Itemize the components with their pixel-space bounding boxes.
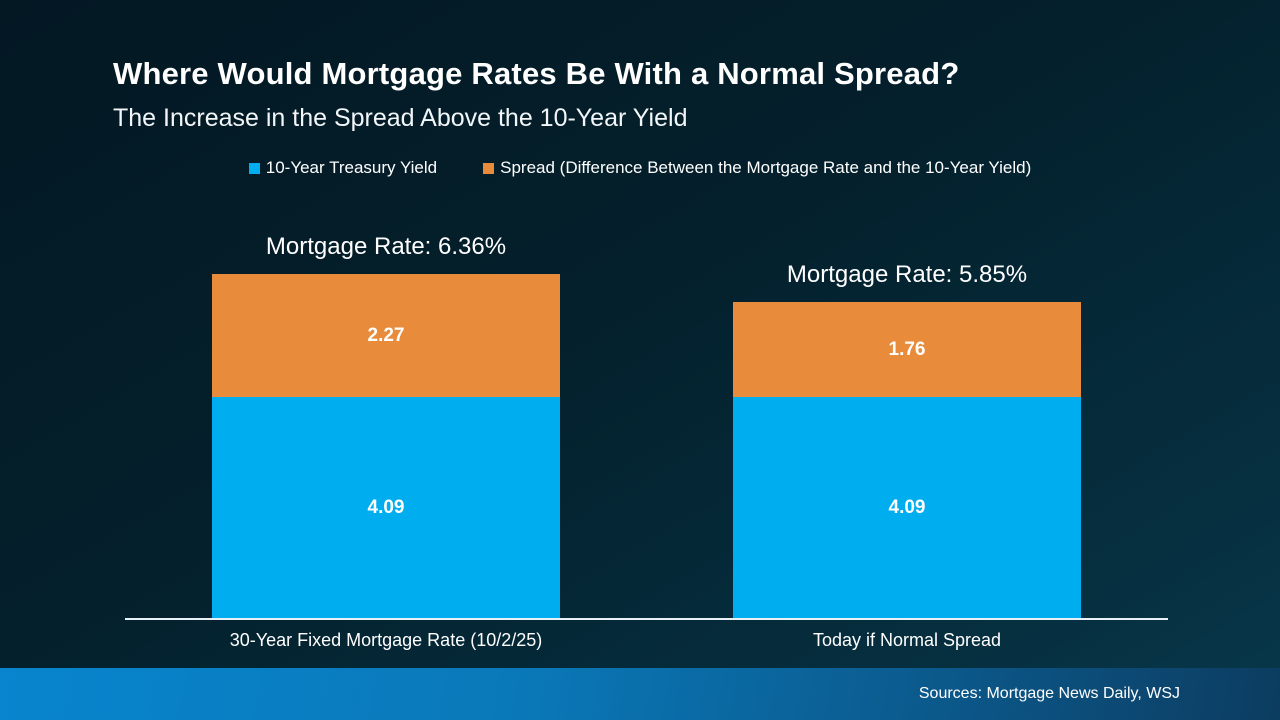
treasury-swatch-icon [248, 162, 260, 174]
bar-segment-treasury-current: 4.09 [212, 397, 560, 618]
mortgage-rate-label-normal: Mortgage Rate: 5.85% [786, 261, 1028, 288]
x-axis-line [125, 618, 1168, 620]
segment-value-treasury-normal: 4.09 [888, 496, 926, 518]
legend: 10-Year Treasury Yield Spread (Differenc… [0, 158, 1280, 178]
bar-group-current-rate: Mortgage Rate: 6.36% 2.27 4.09 [212, 233, 560, 618]
bar-group-normal-spread: Mortgage Rate: 5.85% 1.76 4.09 [733, 261, 1081, 618]
category-label-normal: Today if Normal Spread [812, 630, 1002, 650]
bar-segment-treasury-normal: 4.09 [733, 397, 1081, 618]
chart-subtitle: The Increase in the Spread Above the 10-… [113, 104, 688, 132]
footer-bar: Sources: Mortgage News Daily, WSJ [0, 668, 1280, 720]
legend-item-treasury: 10-Year Treasury Yield [248, 158, 438, 178]
chart-title: Where Would Mortgage Rates Be With a Nor… [113, 56, 960, 91]
legend-label-spread: Spread (Difference Between the Mortgage … [500, 158, 1032, 177]
segment-value-spread-current: 2.27 [367, 324, 405, 346]
legend-item-spread: Spread (Difference Between the Mortgage … [483, 158, 1031, 178]
segment-value-spread-normal: 1.76 [888, 338, 926, 360]
legend-label-treasury: 10-Year Treasury Yield [265, 158, 438, 177]
bar-segment-spread-current: 2.27 [212, 274, 560, 397]
sources-text: Sources: Mortgage News Daily, WSJ [918, 685, 1180, 702]
bar-segment-spread-normal: 1.76 [733, 302, 1081, 397]
spread-swatch-icon [483, 162, 495, 174]
mortgage-rate-label-current: Mortgage Rate: 6.36% [265, 233, 507, 260]
category-label-current: 30-Year Fixed Mortgage Rate (10/2/25) [229, 630, 543, 650]
segment-value-treasury-current: 4.09 [367, 496, 405, 518]
